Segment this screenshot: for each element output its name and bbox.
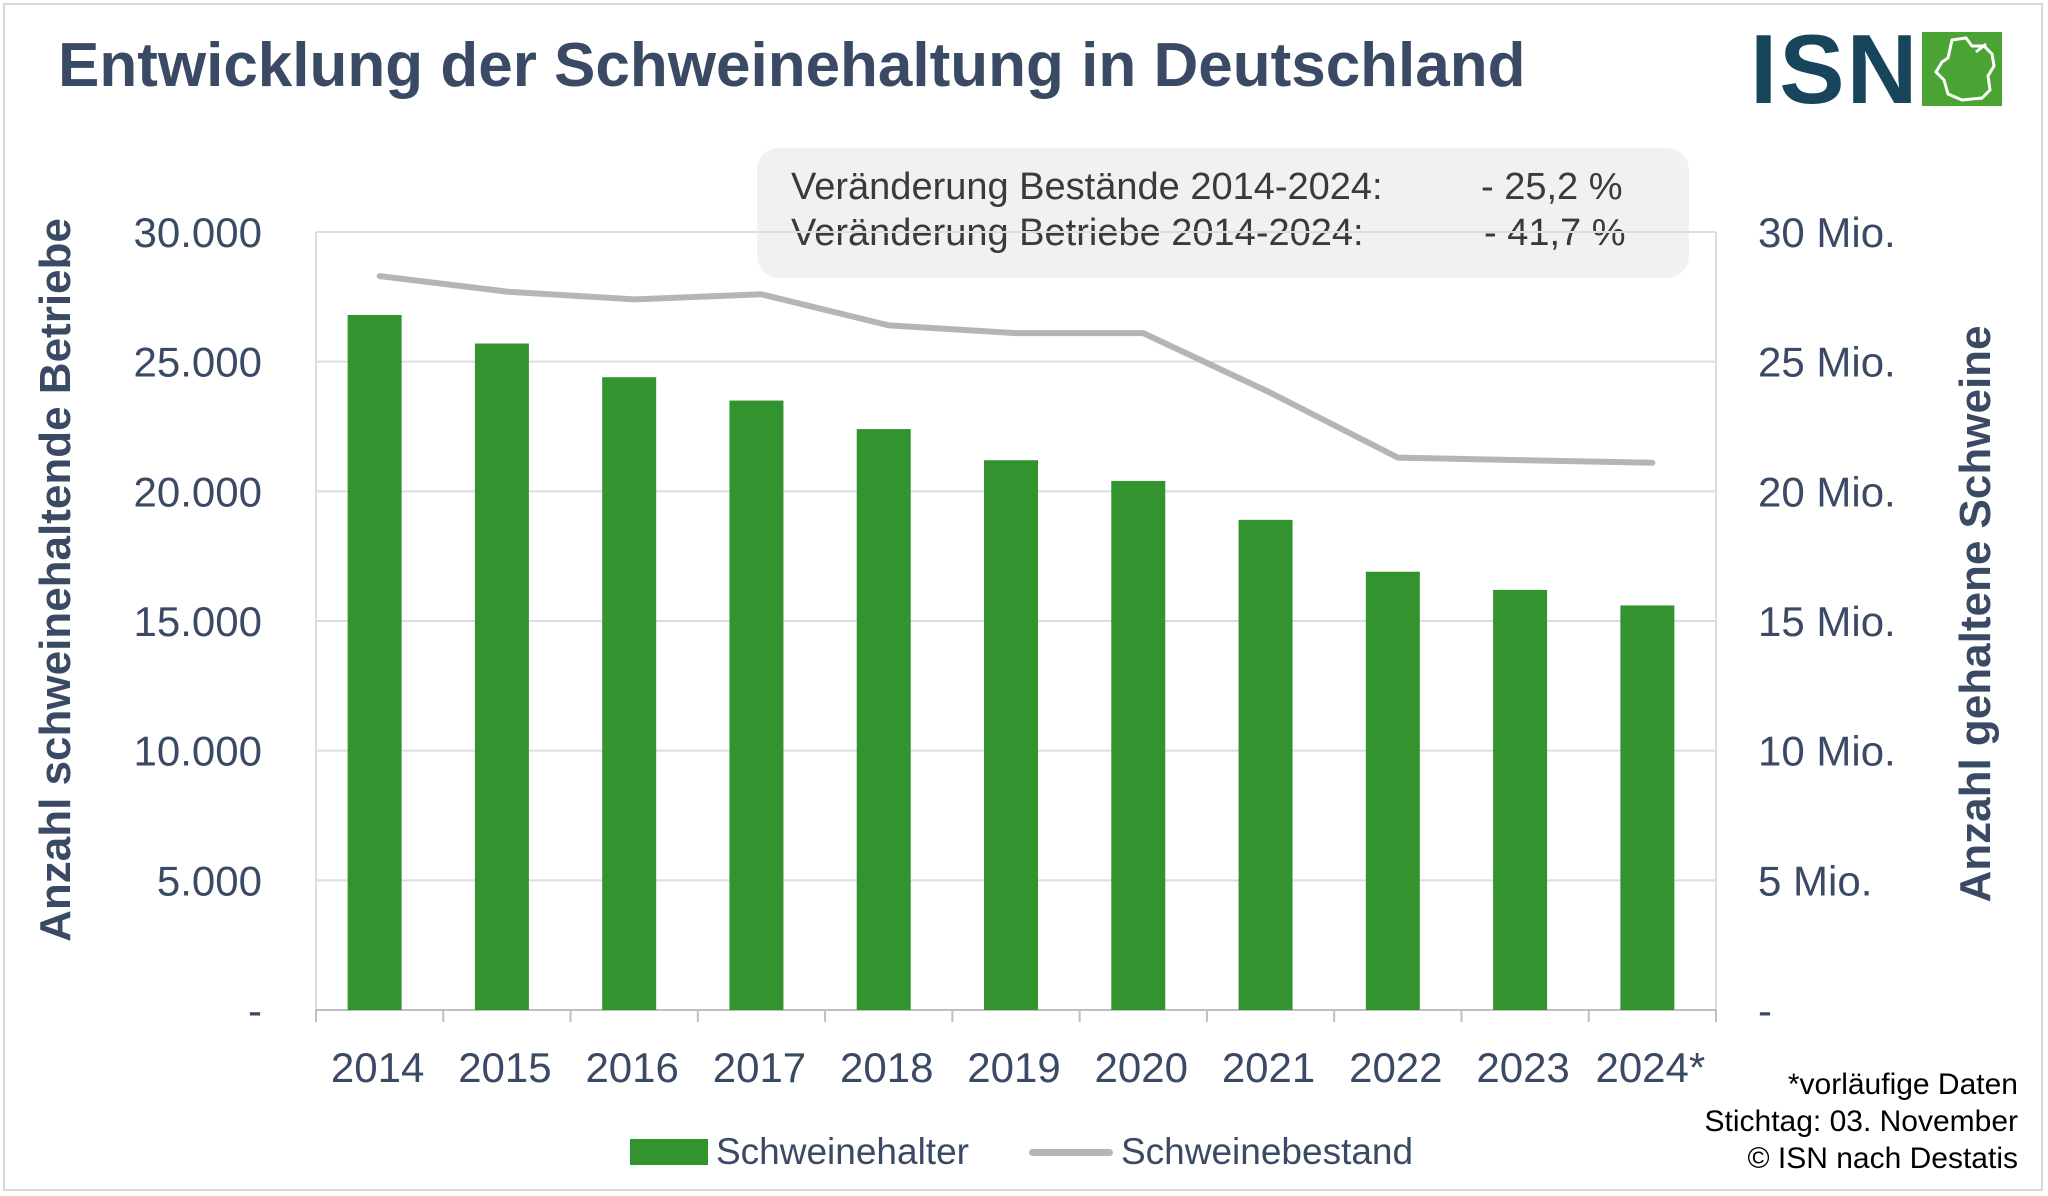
line-point [1142, 332, 1144, 334]
x-tick-label: 2018 [840, 1044, 933, 1091]
y-right-tick-label: 10 Mio. [1758, 728, 1896, 775]
x-tick-label: 2015 [458, 1044, 551, 1091]
bar [1238, 519, 1293, 1010]
bar [1620, 605, 1675, 1010]
y-left-tick-label: 30.000 [134, 209, 262, 256]
bar [984, 460, 1038, 1010]
legend-bar-swatch [630, 1139, 708, 1165]
bar [347, 314, 402, 1010]
y-left-tick-label: 20.000 [134, 468, 262, 515]
y-right-tick-label: - [1758, 987, 1772, 1034]
x-tick-label: 2016 [585, 1044, 678, 1091]
x-tick-label: 2024* [1595, 1044, 1705, 1091]
change-info-box: Veränderung Bestände 2014-2024: - 25,2 %… [757, 148, 1689, 278]
x-tick-label: 2020 [1095, 1044, 1188, 1091]
x-tick-label: 2023 [1476, 1044, 1569, 1091]
legend-line-swatch [1028, 1148, 1113, 1156]
line-point [633, 298, 635, 300]
series-line-schweinebestand [376, 273, 1656, 466]
line-point [1651, 462, 1653, 464]
line-point [1270, 392, 1272, 394]
y-axis-right-title: Anzahl gehaltene Schweine [1951, 325, 2000, 903]
legend: Schweinehalter Schweinebestand [630, 1130, 1413, 1174]
bar [729, 400, 784, 1011]
x-tick-label: 2021 [1222, 1044, 1315, 1091]
info-label: Veränderung Bestände 2014-2024: [791, 166, 1383, 208]
footnote-line: Stichtag: 03. November [1704, 1105, 2019, 1138]
footnote: *vorläufige Daten Stichtag: 03. November… [1705, 1066, 2019, 1177]
bar [1365, 571, 1420, 1010]
legend-label-schweinehalter: Schweinehalter [716, 1131, 969, 1172]
logo-text: ISN [1750, 14, 1920, 124]
bar [1111, 480, 1166, 1011]
y-right-tick-label: 5 Mio. [1758, 857, 1872, 904]
line-point [888, 324, 890, 326]
bar [1493, 589, 1548, 1010]
x-tick-label: 2017 [713, 1044, 806, 1091]
bar [602, 377, 657, 1010]
y-left-tick-label: 5.000 [157, 857, 262, 904]
isn-logo: ISN [1750, 20, 2006, 118]
y-right-tick-label: 30 Mio. [1758, 209, 1896, 256]
line-point [506, 291, 508, 293]
y-right-tick-label: 15 Mio. [1758, 598, 1896, 645]
footnote-line: *vorläufige Daten [1787, 1068, 2018, 1101]
line-point [1524, 459, 1526, 461]
y-left-tick-label: 10.000 [134, 728, 262, 775]
footnote-line: © ISN nach Destatis [1747, 1142, 2018, 1175]
y-left-tick-label: 15.000 [134, 598, 262, 645]
y-right-tick-label: 20 Mio. [1758, 468, 1896, 515]
y-left-tick-label: 25.000 [134, 339, 262, 386]
line-point [1397, 457, 1399, 459]
line-point [760, 293, 762, 295]
line-point [1015, 332, 1017, 334]
line-point [379, 275, 381, 277]
x-tick-label: 2019 [967, 1044, 1060, 1091]
pig-head-icon [1922, 32, 2002, 106]
y-left-tick-label: - [248, 987, 262, 1034]
x-tick-label: 2022 [1349, 1044, 1442, 1091]
bar [474, 343, 529, 1011]
chart-title: Entwicklung der Schweinehaltung in Deuts… [58, 31, 1526, 100]
y-axis-left-title: Anzahl schweinehaltende Betriebe [31, 218, 80, 942]
chart-frame [3, 3, 2043, 1191]
y-right-tick-label: 25 Mio. [1758, 339, 1896, 386]
info-value: - 25,2 % [1481, 166, 1623, 208]
legend-label-schweinebestand: Schweinebestand [1120, 1131, 1414, 1172]
x-tick-label: 2014 [331, 1044, 424, 1091]
bar [856, 429, 911, 1010]
